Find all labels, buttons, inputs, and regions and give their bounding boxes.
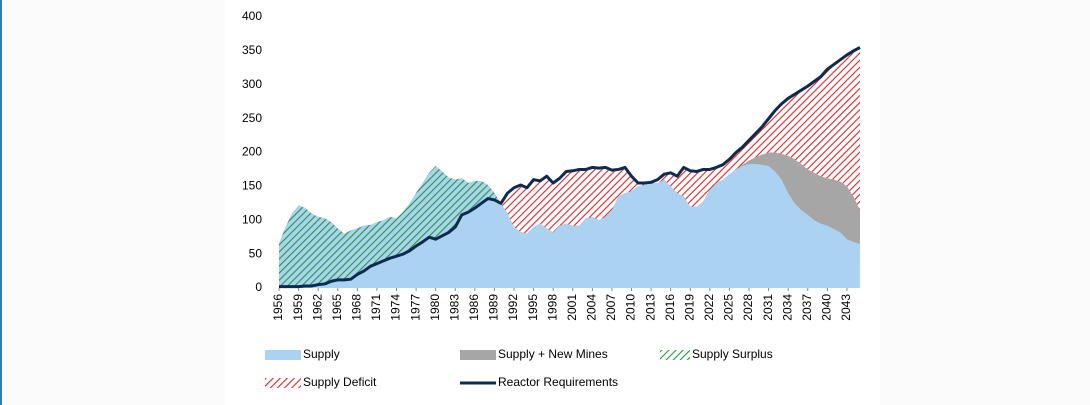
- x-tick-label: 2025: [722, 294, 736, 321]
- y-tick-label: 0: [255, 280, 262, 294]
- x-tick-label: 2034: [780, 294, 794, 321]
- x-tick-label: 1995: [526, 294, 540, 321]
- y-tick-label: 200: [242, 145, 262, 159]
- x-tick-label: 1977: [408, 294, 422, 321]
- y-tick-label: 350: [242, 43, 262, 57]
- x-tick-label: 2013: [643, 294, 657, 321]
- x-tick-label: 2010: [624, 294, 638, 321]
- x-tick-label: 2007: [604, 294, 618, 321]
- x-tick-label: 2016: [663, 294, 677, 321]
- x-tick-label: 1962: [310, 294, 324, 321]
- legend-swatch: [460, 350, 496, 360]
- y-tick-label: 250: [242, 111, 262, 125]
- y-tick-label: 100: [242, 212, 262, 226]
- x-tick-label: 2022: [702, 294, 716, 321]
- x-tick-label: 2037: [800, 294, 814, 321]
- x-tick-label: 2001: [565, 294, 579, 321]
- legend-swatch: [660, 350, 690, 360]
- x-tick-label: 1959: [291, 294, 305, 321]
- surplus-hatch: [279, 47, 860, 287]
- x-tick-label: 1989: [487, 294, 501, 321]
- x-tick-label: 1998: [545, 294, 559, 321]
- x-tick-label: 2004: [585, 294, 599, 321]
- y-tick-label: 400: [242, 9, 262, 23]
- legend-label: Supply Deficit: [303, 375, 377, 389]
- x-tick-label: 1992: [506, 294, 520, 321]
- legend-swatch: [265, 378, 301, 388]
- y-tick-label: 50: [249, 246, 263, 260]
- left-border: [0, 0, 2, 405]
- x-tick-label: 1971: [369, 294, 383, 321]
- x-tick-label: 1980: [428, 294, 442, 321]
- x-tick-label: 1986: [467, 294, 481, 321]
- y-tick-label: 150: [242, 179, 262, 193]
- y-tick-label: 300: [242, 77, 262, 91]
- x-tick-label: 2043: [839, 294, 853, 321]
- legend-label: Supply: [303, 347, 340, 361]
- x-tick-label: 2031: [761, 294, 775, 321]
- legend-label: Supply Surplus: [692, 347, 773, 361]
- legend-label: Supply + New Mines: [498, 347, 608, 361]
- legend-swatch: [265, 350, 301, 360]
- x-tick-label: 2028: [741, 294, 755, 321]
- x-tick-label: 1968: [350, 294, 364, 321]
- x-tick-label: 1974: [389, 294, 403, 321]
- x-tick-label: 2040: [820, 294, 834, 321]
- legend-label: Reactor Requirements: [498, 375, 618, 389]
- x-tick-label: 2019: [682, 294, 696, 321]
- x-tick-label: 1965: [330, 294, 344, 321]
- x-tick-label: 1956: [271, 294, 285, 321]
- x-tick-label: 1983: [447, 294, 461, 321]
- line: [279, 46, 861, 289]
